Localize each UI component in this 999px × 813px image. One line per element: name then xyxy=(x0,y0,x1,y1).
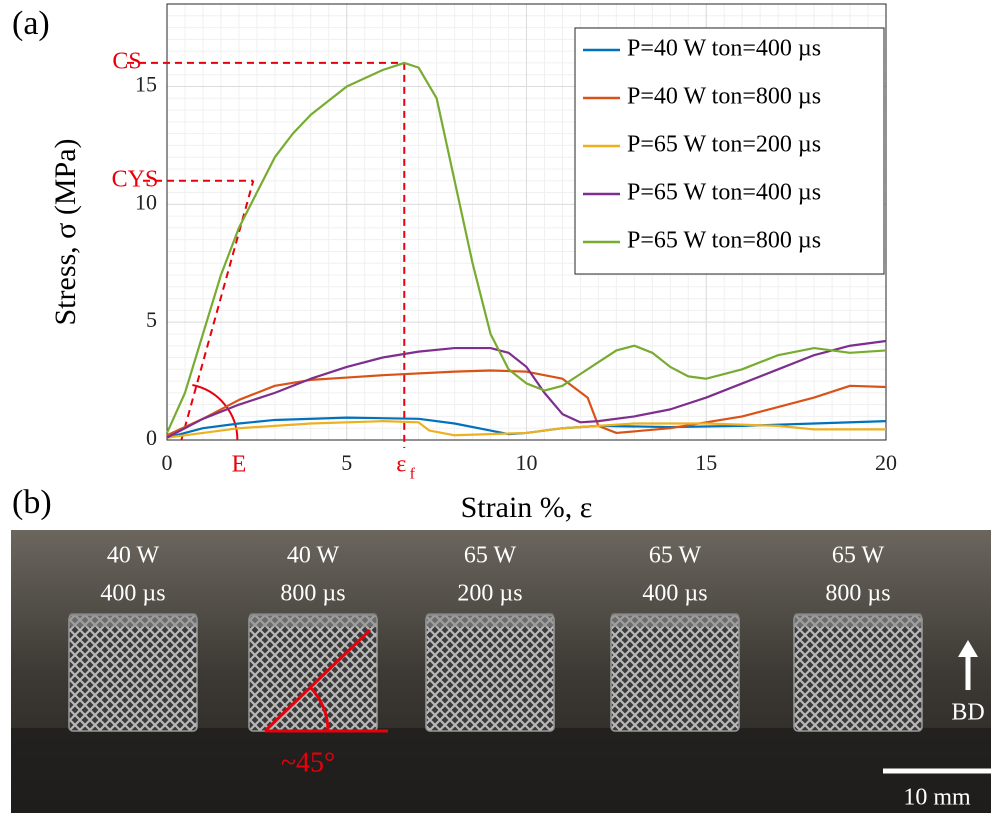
cys-label: CYS xyxy=(112,166,159,192)
plot-frame xyxy=(166,3,887,441)
panel-label: (a) xyxy=(12,5,50,42)
x-tick-label: 5 xyxy=(341,450,352,475)
data-line xyxy=(165,61,887,434)
strain-subscript: f xyxy=(410,466,416,483)
legend-label: P=65 W ton=800 µs xyxy=(627,228,821,254)
bd-label: BD xyxy=(951,700,984,726)
y-tick-label: 15 xyxy=(135,72,157,97)
sample-power: 65 W xyxy=(832,543,885,569)
plot: 0 5 10 15 20 0 5 10 15 Strain %, ε Stress, σ (MPa)… xyxy=(49,3,897,524)
y-tick-label: 5 xyxy=(146,307,157,332)
x-tick-label: 10 xyxy=(516,450,538,475)
lattice-cube xyxy=(68,614,198,732)
sample-power: 65 W xyxy=(649,543,702,569)
angle-crack xyxy=(263,628,372,733)
y-tick-label: 10 xyxy=(135,189,157,214)
sample-pulse: 400 µs xyxy=(642,581,707,607)
strain-label: ε xyxy=(396,452,406,478)
legend-label: P=40 W ton=800 µs xyxy=(627,84,821,110)
x-tick-label: 20 xyxy=(875,450,897,475)
lattice-cube xyxy=(793,614,923,732)
legend-label: P=65 W ton=400 µs xyxy=(627,180,821,206)
modulus-arc xyxy=(192,384,239,441)
x-tick-label: 0 xyxy=(162,450,173,475)
cs-label: CS xyxy=(112,48,141,74)
data-line xyxy=(166,420,886,439)
x-axis-label: Strain %, ε xyxy=(461,491,593,524)
sample-pulse: 400 µs xyxy=(100,581,165,607)
cube-top xyxy=(794,613,922,627)
modulus-line xyxy=(180,180,255,441)
x-tick-label: 15 xyxy=(695,450,717,475)
bd-arrow-head xyxy=(958,640,978,657)
sample-pulse: 800 µs xyxy=(825,581,890,607)
sample-power: 40 W xyxy=(107,543,160,569)
angle-arc xyxy=(308,685,330,732)
lattice-cube xyxy=(248,614,378,732)
y-tick-label: 0 xyxy=(146,425,157,450)
data-line xyxy=(166,416,887,439)
legend-label: P=40 W ton=400 µs xyxy=(627,36,821,62)
legend-box xyxy=(574,27,885,275)
cube-top xyxy=(611,613,739,627)
photo-panel: 40 W 400 µs 40 W 800 µs 65 W 200 µs 65 W 400 µs… xyxy=(11,530,992,813)
cube-top xyxy=(426,613,554,627)
sample-pulse: 800 µs xyxy=(280,581,345,607)
legend-label: P=65 W ton=200 µs xyxy=(627,132,821,158)
cube-top xyxy=(249,613,377,627)
data-line xyxy=(166,339,887,439)
sample-power: 65 W xyxy=(464,543,517,569)
bench xyxy=(11,728,991,813)
modulus-label: E xyxy=(232,452,247,478)
lattice-cube xyxy=(610,614,740,732)
sample-pulse: 200 µs xyxy=(457,581,522,607)
cube-top xyxy=(69,613,197,627)
data-line xyxy=(166,369,887,437)
angle-label: ~45° xyxy=(281,747,335,778)
y-axis-label: Stress, σ (MPa) xyxy=(49,138,82,325)
panel-label: (b) xyxy=(12,484,52,521)
scale-label: 10 mm xyxy=(903,785,971,811)
lattice-cube xyxy=(425,614,555,732)
sample-power: 40 W xyxy=(287,543,340,569)
